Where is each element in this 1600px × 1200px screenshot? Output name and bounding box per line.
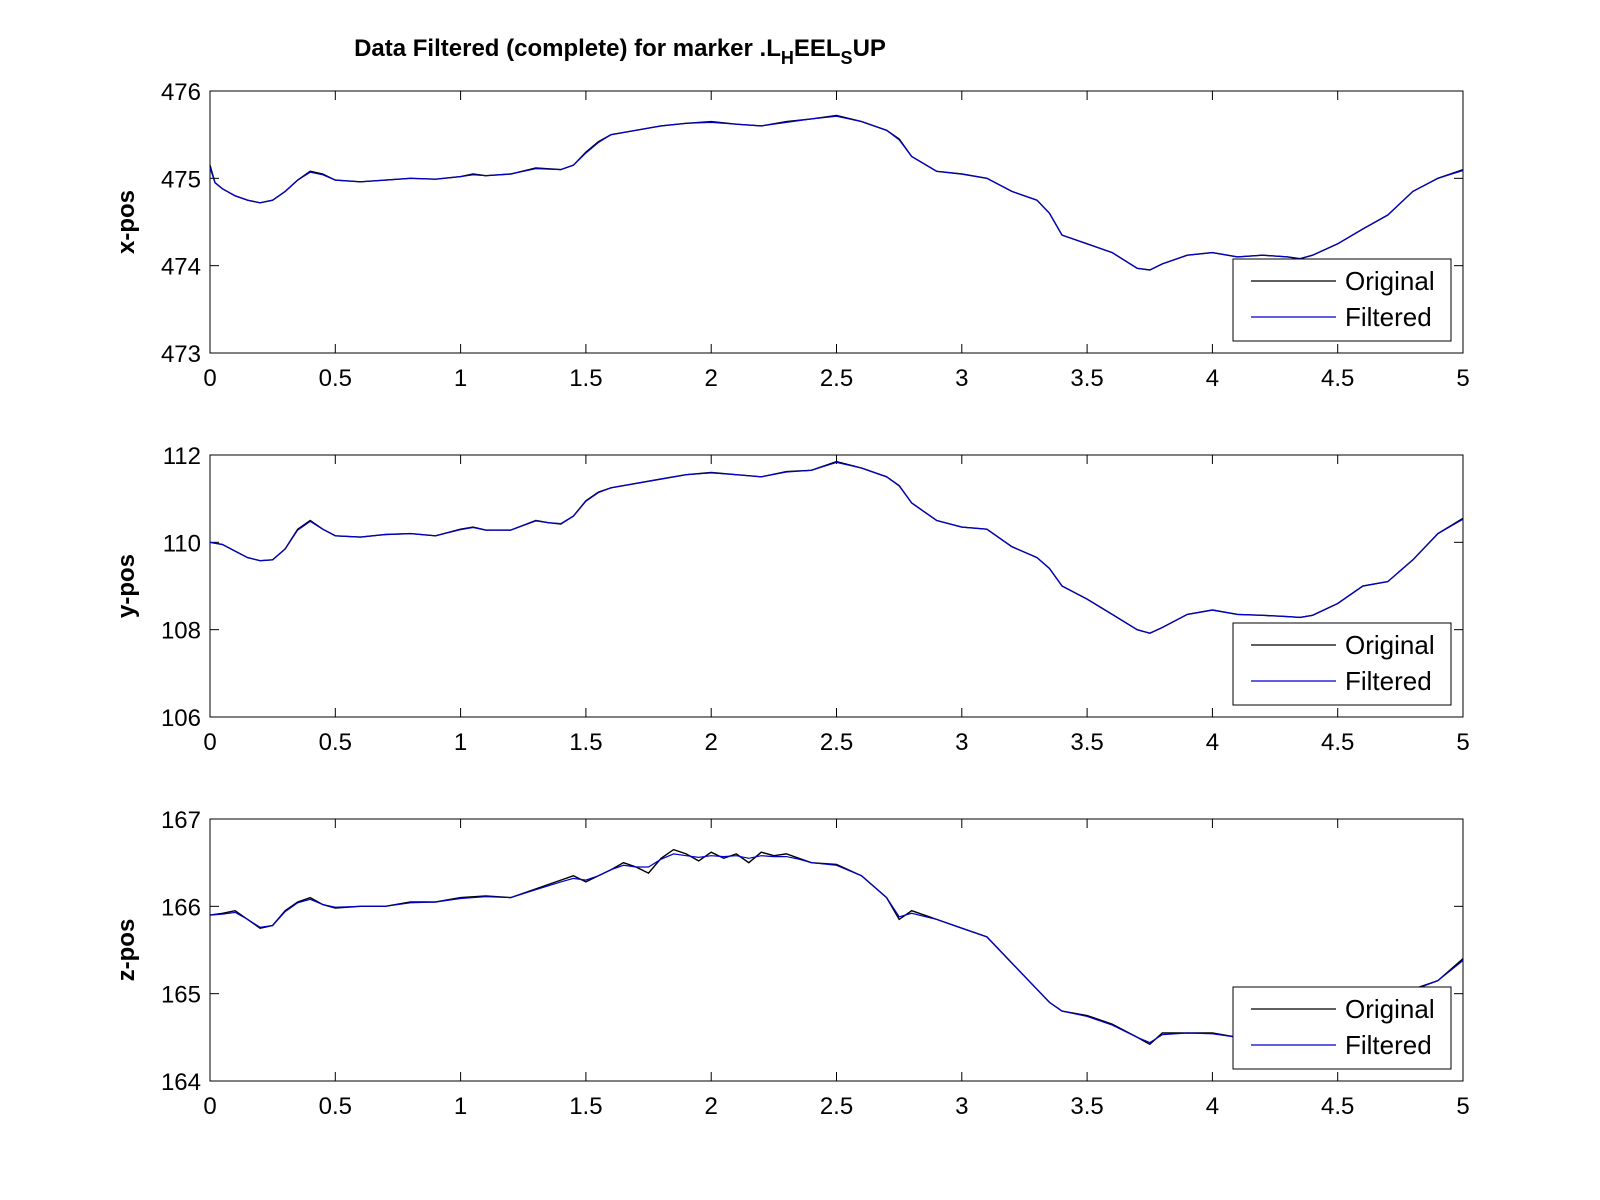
y-tick-label: 475 xyxy=(161,166,201,193)
x-tick-label: 4.5 xyxy=(1321,1093,1354,1120)
legend: Original Filtered xyxy=(1232,986,1452,1070)
x-tick-label: 3 xyxy=(955,729,968,756)
x-tick-label: 2.5 xyxy=(820,1093,853,1120)
legend-label-original: Original xyxy=(1345,630,1435,660)
x-tick-label: 0.5 xyxy=(319,365,352,392)
legend: Original Filtered xyxy=(1232,622,1452,706)
y-axis-label: y-pos xyxy=(113,554,140,618)
y-tick-label: 110 xyxy=(163,530,201,557)
x-tick-label: 4 xyxy=(1206,729,1219,756)
x-tick-label: 2 xyxy=(705,1093,718,1120)
legend-box xyxy=(1232,986,1452,1070)
y-tick-label: 166 xyxy=(161,894,201,921)
subplots-container: 0 0.5 1 1.5 2 2.5 3 3.5 4 4.5 5 473 474 475 476 x-pos Or… xyxy=(113,79,1470,1120)
y-axis-label: x-pos xyxy=(113,190,140,254)
series-line-filtered xyxy=(209,115,1464,271)
y-axis-label: z-pos xyxy=(113,919,140,982)
x-tick-label: 4.5 xyxy=(1321,729,1354,756)
y-tick-label: 112 xyxy=(163,443,201,470)
x-tick-label: 0.5 xyxy=(319,1093,352,1120)
x-tick-label: 0 xyxy=(203,1093,216,1120)
title-suffix: UP xyxy=(853,35,886,62)
x-tick-label: 0 xyxy=(203,365,216,392)
x-tick-label: 0.5 xyxy=(319,729,352,756)
x-tick-label: 1 xyxy=(454,729,467,756)
subplot-x-pos: 0 0.5 1 1.5 2 2.5 3 3.5 4 4.5 5 473 474 475 476 x-pos Or… xyxy=(113,79,1470,392)
legend: Original Filtered xyxy=(1232,258,1452,342)
x-tick-label: 5 xyxy=(1456,365,1469,392)
x-tick-label: 5 xyxy=(1456,1093,1469,1120)
legend-label-filtered: Filtered xyxy=(1345,1030,1432,1060)
y-tick-label: 474 xyxy=(161,254,201,281)
title-mid: EEL xyxy=(794,35,841,62)
y-tick-label: 167 xyxy=(161,807,201,834)
title-subscript-2: S xyxy=(841,48,853,68)
x-tick-label: 2 xyxy=(705,729,718,756)
x-tick-label: 4.5 xyxy=(1321,365,1354,392)
x-tick-label: 1 xyxy=(454,365,467,392)
legend-box xyxy=(1232,622,1452,706)
title-prefix: Data Filtered (complete) for marker .L xyxy=(354,35,781,62)
x-tick-label: 1.5 xyxy=(569,365,602,392)
y-tick-label: 108 xyxy=(161,618,201,645)
x-tick-label: 4 xyxy=(1206,365,1219,392)
x-tick-label: 1.5 xyxy=(569,729,602,756)
x-tick-label: 1 xyxy=(454,1093,467,1120)
legend-label-filtered: Filtered xyxy=(1345,666,1432,696)
title-subscript-1: H xyxy=(781,48,794,68)
series-line-filtered xyxy=(209,853,1464,1044)
x-tick-label: 3 xyxy=(955,1093,968,1120)
x-tick-label: 2.5 xyxy=(820,729,853,756)
legend-box xyxy=(1232,258,1452,342)
x-tick-label: 5 xyxy=(1456,729,1469,756)
x-tick-label: 3 xyxy=(955,365,968,392)
legend-label-filtered: Filtered xyxy=(1345,302,1432,332)
x-tick-label: 4 xyxy=(1206,1093,1219,1120)
subplot-y-pos: 0 0.5 1 1.5 2 2.5 3 3.5 4 4.5 5 106 108 110 112 y-pos Or… xyxy=(113,443,1470,756)
y-tick-label: 164 xyxy=(161,1069,201,1096)
x-tick-label: 3.5 xyxy=(1070,729,1103,756)
legend-label-original: Original xyxy=(1345,994,1435,1024)
chart-title: Data Filtered (complete) for marker .LHE… xyxy=(354,35,886,68)
legend-label-original: Original xyxy=(1345,266,1435,296)
x-tick-label: 1.5 xyxy=(569,1093,602,1120)
x-tick-label: 2 xyxy=(705,365,718,392)
series-line-filtered xyxy=(209,461,1464,634)
y-tick-label: 476 xyxy=(161,79,201,106)
y-tick-label: 473 xyxy=(161,341,201,368)
x-tick-label: 2.5 xyxy=(820,365,853,392)
y-tick-label: 106 xyxy=(161,705,201,732)
x-tick-label: 3.5 xyxy=(1070,1093,1103,1120)
y-tick-label: 165 xyxy=(161,982,201,1009)
subplot-z-pos: 0 0.5 1 1.5 2 2.5 3 3.5 4 4.5 5 164 165 166 167 z-pos Or… xyxy=(113,807,1470,1120)
x-tick-label: 0 xyxy=(203,729,216,756)
x-tick-label: 3.5 xyxy=(1070,365,1103,392)
